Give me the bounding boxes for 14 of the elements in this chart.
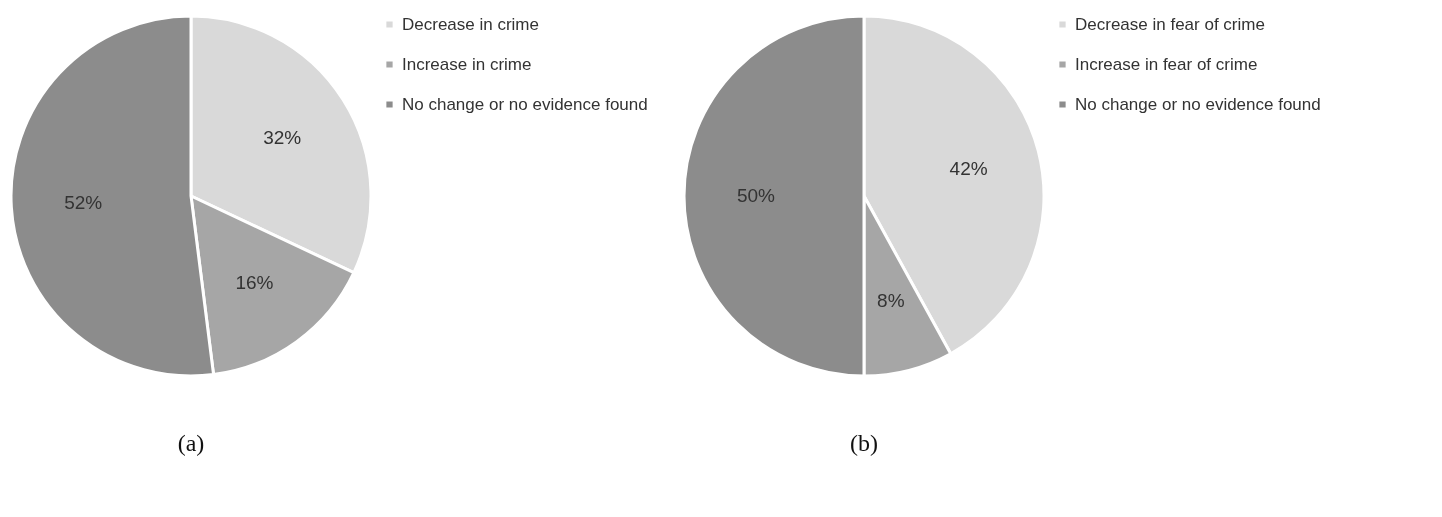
data-label: 52% — [64, 191, 103, 213]
data-label: 50% — [736, 185, 776, 206]
data-label: 8% — [877, 289, 905, 311]
text: (b) — [850, 430, 878, 456]
legend-label: Increase in crime — [402, 54, 532, 74]
data-label: 32% — [263, 127, 302, 149]
data-label: 16% — [235, 272, 274, 294]
text: (a) — [177, 430, 205, 456]
legend-label: Decrease in fear of crime — [1075, 14, 1265, 34]
legend-label: No change or no evidence found — [402, 94, 648, 114]
data-label: 42% — [949, 158, 988, 180]
legend-label: Increase in fear of crime — [1075, 54, 1258, 74]
legend-label: No change or no evidence found — [1075, 94, 1321, 114]
legend-label: Decrease in crime — [402, 14, 539, 34]
